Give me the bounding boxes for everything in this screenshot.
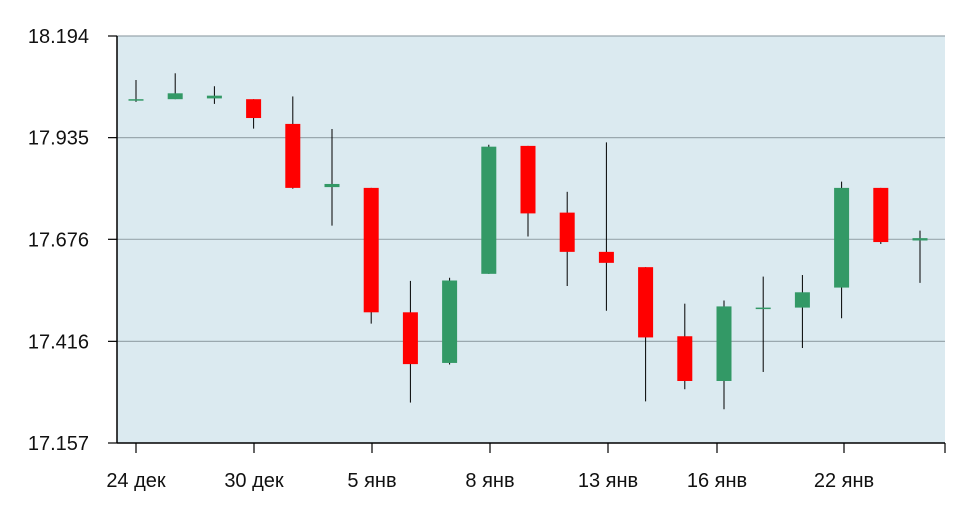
candle-body <box>285 123 301 188</box>
candle <box>402 280 418 403</box>
x-tick-label: 30 дек <box>224 470 284 492</box>
candle <box>520 145 536 237</box>
candle-body <box>598 251 614 263</box>
candle-body <box>559 212 575 252</box>
candle <box>206 86 222 104</box>
y-tick-label: 17.676 <box>28 229 89 251</box>
candle-body <box>402 312 418 365</box>
candle <box>598 142 614 311</box>
candle <box>167 73 183 100</box>
candle-body <box>246 99 262 119</box>
candle <box>559 191 575 287</box>
candle <box>873 187 889 245</box>
candles <box>128 73 928 410</box>
candle <box>363 187 379 324</box>
candle <box>481 144 497 274</box>
y-tick-label: 17.935 <box>28 128 89 150</box>
y-tick-label: 17.157 <box>28 433 89 455</box>
y-tick-label: 18.194 <box>28 26 89 48</box>
candle <box>716 300 732 410</box>
horizontal-gridlines <box>117 35 945 342</box>
x-tick-label: 16 янв <box>687 470 747 492</box>
candle-body <box>442 280 458 363</box>
candle <box>794 275 810 349</box>
candle <box>128 79 144 102</box>
candle-body <box>128 99 144 101</box>
candle-body <box>481 146 497 274</box>
candle-body <box>167 93 183 100</box>
candle-body <box>716 306 732 381</box>
candle-body <box>206 95 222 99</box>
candle <box>442 277 458 365</box>
candle <box>677 303 693 390</box>
y-axis-tick-labels: 18.194 17.935 17.676 17.416 17.157 <box>28 26 89 455</box>
axes <box>108 35 946 453</box>
x-tick-label: 5 янв <box>347 470 396 492</box>
candle-body <box>912 238 928 241</box>
candle <box>912 230 928 283</box>
candle-body <box>324 183 340 188</box>
candle-body <box>638 267 654 338</box>
candle-body <box>755 307 771 310</box>
candle <box>285 96 301 189</box>
candle-body <box>873 187 889 243</box>
candle <box>755 276 771 372</box>
x-tick-label: 22 янв <box>814 470 874 492</box>
y-tick-label: 17.416 <box>28 331 89 353</box>
candle-body <box>834 187 850 288</box>
candle-body <box>363 187 379 313</box>
candle <box>638 267 654 402</box>
candle <box>324 129 340 226</box>
x-tick-label: 13 янв <box>578 470 638 492</box>
candle-body <box>794 292 810 308</box>
candle-body <box>520 145 536 214</box>
x-tick-label: 24 дек <box>106 470 166 492</box>
candle <box>246 99 262 129</box>
candle-body <box>677 336 693 381</box>
x-axis-tick-labels: 24 дек 30 дек 5 янв 8 янв 13 янв 16 янв 22 янв <box>106 470 874 492</box>
x-tick-label: 8 янв <box>465 470 514 492</box>
candle <box>834 181 850 319</box>
